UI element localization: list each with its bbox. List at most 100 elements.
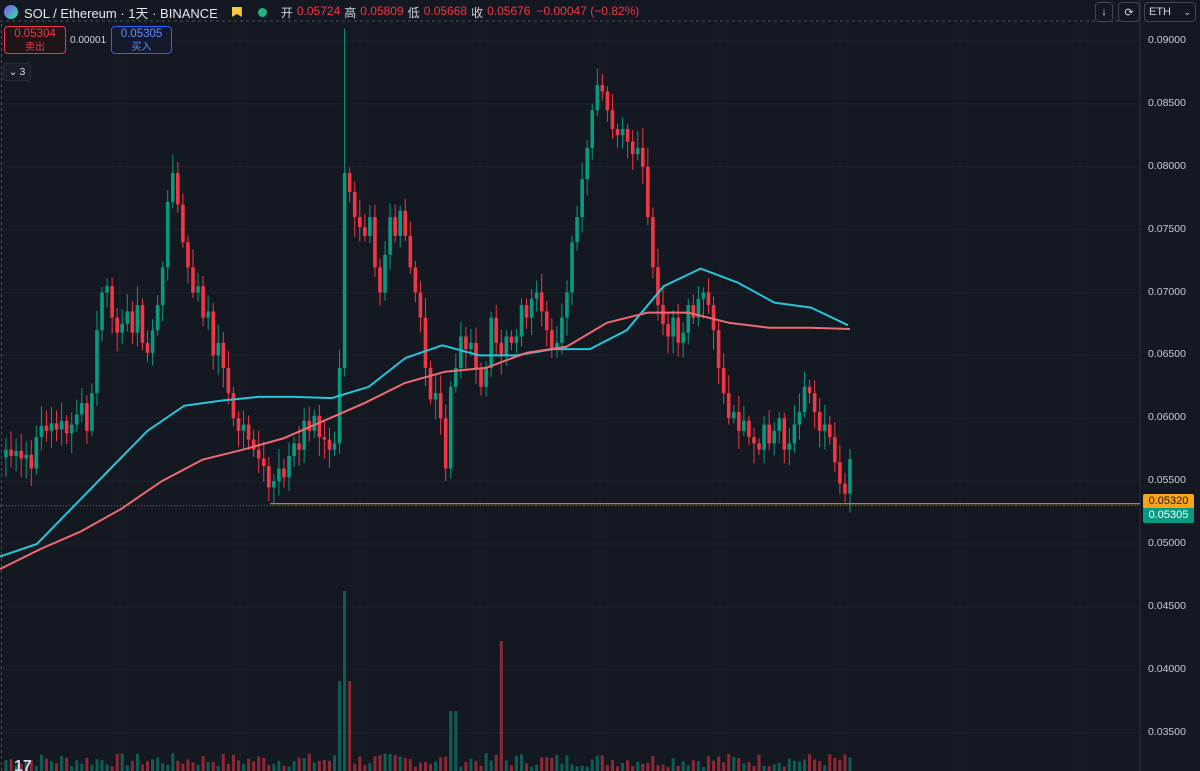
scroll-to-latest-button[interactable]: ↓	[1095, 2, 1113, 22]
candle-body	[418, 292, 423, 318]
candle-body	[221, 342, 226, 368]
volume-bar	[44, 758, 48, 771]
candle-body	[357, 217, 362, 228]
buy-button[interactable]: 0.05305 买入	[111, 26, 172, 54]
chevron-down-icon: ⌄	[1183, 6, 1191, 17]
volume-bar	[49, 761, 53, 771]
volume-bar	[161, 763, 165, 771]
candle-body	[504, 336, 509, 356]
candle-body	[120, 323, 125, 333]
volume-bar	[717, 756, 721, 771]
candle-body	[666, 323, 670, 337]
candle-body	[373, 217, 377, 268]
volume-bar	[429, 763, 433, 771]
volume-bar	[110, 766, 114, 771]
candle-body	[843, 483, 847, 494]
reset-chart-button[interactable]: ⟳	[1118, 2, 1140, 22]
indicators-toggle-button[interactable]: ⌄ 3	[3, 63, 31, 81]
ohlc-values: 开 0.05724 高 0.05809 低 0.05668 收 0.05676 −0.0…	[281, 4, 639, 21]
candle-body	[327, 439, 332, 450]
volume-bar	[125, 765, 129, 771]
candle-body	[509, 336, 514, 343]
candle-body	[433, 393, 438, 400]
price-change: −0.00047 (−0.82%)	[536, 3, 640, 18]
candle-body	[833, 437, 837, 463]
volume-bar	[550, 757, 554, 771]
sell-button[interactable]: 0.05304 卖出	[4, 26, 66, 54]
candle-body	[267, 466, 271, 488]
price-axis-tick-label: 0.09000	[1148, 34, 1186, 46]
volume-bar	[60, 756, 64, 771]
volume-bar	[368, 763, 372, 771]
candle-body	[544, 311, 549, 331]
volume-bar	[706, 756, 710, 771]
volume-bar	[767, 766, 771, 771]
candle-body	[145, 342, 150, 353]
currency-select[interactable]: ETH ⌄	[1144, 2, 1196, 22]
ma-slow-line	[0, 311, 851, 570]
candle-body	[150, 330, 155, 353]
candle-body	[443, 418, 448, 469]
volume-bar	[555, 754, 559, 771]
candle-body	[90, 393, 94, 431]
price-axis-tick-label: 0.08500	[1148, 96, 1186, 109]
candle-body	[322, 437, 327, 440]
candle-body	[191, 267, 195, 293]
candle-body	[160, 267, 165, 306]
price-axis-tick-label: 0.04500	[1148, 599, 1186, 612]
volume-bar	[186, 759, 190, 771]
volume-bar	[105, 764, 109, 771]
volume-bar	[70, 765, 74, 771]
volume-bar	[252, 761, 256, 771]
candle-body	[282, 468, 286, 478]
candle-body	[787, 443, 792, 450]
volume-bar	[378, 754, 382, 771]
candle-body	[165, 201, 170, 268]
candle-body	[742, 420, 746, 431]
candle-body	[130, 311, 135, 333]
candle-body	[261, 458, 266, 467]
ohlc-low-value: 0.05668	[423, 3, 468, 18]
volume-bar	[333, 755, 337, 771]
volume-bar	[272, 763, 276, 771]
candle-body	[423, 317, 428, 368]
volume-bar	[661, 764, 665, 771]
candle-body	[716, 330, 721, 368]
candle-body	[469, 342, 473, 350]
candle-body	[539, 292, 544, 312]
buy-price: 0.05305	[120, 28, 163, 40]
candle-body	[181, 204, 185, 243]
volume-bar	[843, 754, 847, 771]
volume-bar	[120, 753, 124, 771]
candle-body	[565, 292, 569, 318]
volume-bar	[408, 759, 412, 771]
candle-body	[625, 129, 630, 142]
volume-bar	[135, 753, 139, 771]
candle-body	[241, 424, 246, 431]
candle-body	[706, 292, 711, 306]
volume-bar	[100, 760, 104, 771]
volume-bar	[383, 753, 387, 771]
volume-bar	[833, 757, 837, 771]
flag-icon[interactable]	[231, 7, 242, 17]
candle-body	[428, 367, 433, 400]
price-axis-tick-label: 0.06000	[1148, 411, 1186, 424]
candle-body	[529, 298, 534, 318]
volume-bar	[277, 760, 281, 771]
candle-body	[69, 424, 74, 434]
candle-body	[453, 367, 458, 387]
volume-bar	[398, 756, 402, 771]
symbol-title[interactable]: SOL / Ethereum · 1天 · BINANCE	[24, 5, 218, 21]
candle-body	[640, 147, 645, 167]
volume-bar	[641, 763, 645, 771]
volume-bar	[701, 766, 705, 771]
candle-body	[646, 166, 650, 218]
volume-bar	[434, 761, 438, 771]
ma-fast-line	[0, 267, 849, 558]
volume-bar	[610, 760, 614, 771]
volume-bar	[191, 762, 195, 771]
volume-bar	[595, 755, 599, 771]
candle-body	[696, 298, 701, 318]
volume-bar	[540, 757, 544, 771]
